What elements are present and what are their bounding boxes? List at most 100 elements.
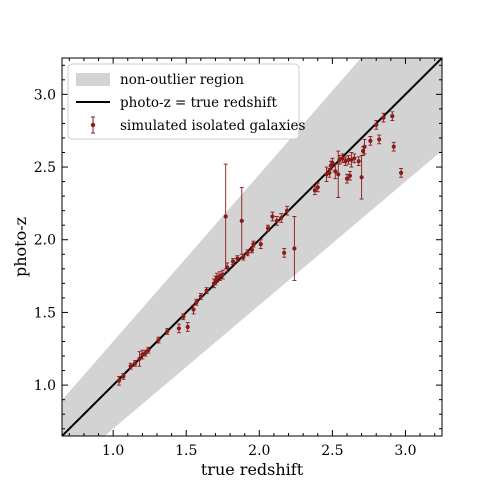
point-marker	[347, 173, 353, 178]
data-point	[143, 349, 148, 357]
data-point	[284, 205, 290, 216]
point-marker	[132, 361, 138, 366]
data-point	[279, 213, 284, 223]
point-marker	[282, 250, 287, 255]
point-marker	[204, 288, 209, 293]
legend-point-marker	[90, 122, 96, 128]
point-marker	[230, 259, 236, 264]
point-marker	[194, 300, 199, 305]
data-point	[258, 239, 263, 249]
point-marker	[191, 307, 196, 312]
data-point	[230, 258, 236, 265]
data-point	[390, 111, 395, 121]
data-point	[223, 163, 228, 270]
point-marker	[398, 170, 404, 175]
point-marker	[137, 356, 142, 362]
data-point	[245, 249, 250, 257]
data-point	[137, 351, 142, 367]
data-point	[146, 346, 151, 354]
legend-region-label: non-outlier region	[120, 72, 244, 88]
legend-region-swatch	[76, 73, 110, 86]
point-marker	[225, 265, 230, 270]
x-tick-label: 2.5	[321, 443, 343, 459]
data-point	[176, 323, 182, 334]
data-point	[346, 154, 351, 165]
data-point	[181, 313, 186, 321]
data-point	[356, 156, 361, 167]
point-marker	[362, 144, 367, 149]
point-marker	[336, 172, 341, 177]
data-point	[381, 112, 386, 123]
legend-box	[67, 63, 300, 140]
point-marker	[198, 294, 203, 299]
x-tick-label: 2.0	[248, 443, 270, 459]
point-marker	[390, 114, 395, 119]
data-point	[116, 375, 122, 386]
legend: non-outlier region photo-z = true redshi…	[67, 63, 306, 140]
data-point	[333, 163, 338, 180]
point-marker	[381, 115, 386, 120]
point-marker	[279, 215, 284, 221]
point-marker	[315, 185, 320, 190]
point-marker	[274, 218, 279, 223]
data-point	[315, 182, 320, 193]
data-point	[241, 253, 246, 261]
point-marker	[333, 169, 338, 174]
data-point	[274, 216, 279, 226]
point-marker	[270, 214, 275, 219]
point-marker	[223, 214, 228, 219]
data-point	[235, 255, 240, 262]
point-marker	[284, 208, 290, 213]
point-marker	[245, 250, 250, 255]
point-marker	[346, 157, 351, 162]
point-marker	[185, 324, 190, 330]
data-point	[165, 327, 170, 335]
point-marker	[176, 326, 182, 331]
data-point	[292, 216, 297, 281]
y-tick-label: 3.0	[34, 87, 56, 103]
x-tick-label: 3.0	[394, 443, 416, 459]
point-marker	[251, 241, 256, 247]
point-marker	[391, 144, 396, 149]
data-point	[225, 262, 230, 273]
point-marker	[352, 156, 357, 161]
data-point	[374, 120, 379, 130]
data-point	[398, 168, 404, 178]
data-point	[347, 170, 353, 181]
data-point	[368, 136, 373, 146]
data-point	[204, 287, 209, 294]
data-point	[156, 336, 161, 344]
point-marker	[143, 351, 148, 356]
point-marker	[128, 364, 133, 369]
point-marker	[359, 175, 364, 180]
y-tick-label: 2.5	[34, 160, 56, 176]
point-marker	[116, 378, 122, 383]
data-point	[265, 224, 271, 232]
data-point	[191, 304, 196, 315]
point-marker	[292, 246, 297, 251]
point-marker	[356, 159, 361, 164]
data-point	[220, 269, 225, 280]
point-marker	[181, 314, 186, 319]
data-point	[185, 322, 190, 332]
point-marker	[368, 138, 373, 143]
x-axis-label: true redshift	[201, 460, 304, 479]
x-tick-label: 1.5	[175, 443, 197, 459]
point-marker	[241, 255, 246, 260]
point-marker	[377, 137, 382, 142]
point-marker	[235, 256, 240, 261]
plot-frame	[61, 57, 443, 437]
point-marker	[249, 247, 255, 253]
point-marker	[220, 272, 225, 277]
data-point	[391, 141, 396, 152]
x-tick-label: 1.0	[102, 443, 124, 459]
point-marker	[374, 122, 379, 127]
data-point	[312, 185, 317, 196]
legend-points-label: simulated isolated galaxies	[120, 118, 306, 134]
data-point	[340, 153, 345, 164]
point-marker	[239, 218, 244, 223]
point-marker	[121, 374, 126, 379]
y-tick-label: 2.0	[34, 233, 56, 249]
data-point	[362, 138, 367, 155]
